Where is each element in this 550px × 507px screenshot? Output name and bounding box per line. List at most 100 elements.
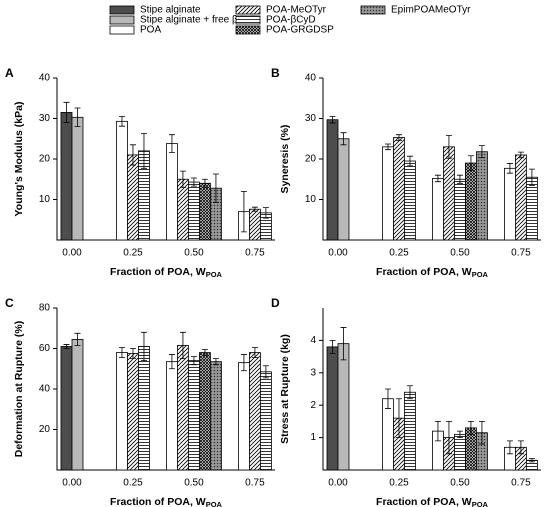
bar [337, 343, 350, 471]
legend-swatch [235, 25, 261, 35]
bar [465, 162, 477, 241]
bar [382, 146, 394, 241]
x-axis-label-main: Fraction of POA, W [376, 496, 472, 507]
legend-swatch [235, 5, 261, 15]
legend-label: EpimPOAMeOTyr [391, 5, 471, 16]
bar [166, 143, 178, 241]
bar [326, 346, 339, 471]
x-tick-label: 0.75 [245, 248, 265, 259]
error-bar [63, 101, 70, 123]
error-bar [467, 421, 474, 435]
bar [127, 154, 139, 241]
x-tick-label: 0.75 [511, 248, 531, 259]
x-axis-label-sub: POA [206, 500, 223, 507]
error-bar [262, 365, 269, 379]
bar [432, 178, 444, 241]
error-bar [340, 132, 347, 146]
y-tick-label: 10 [39, 194, 51, 205]
legend-label: Stipe alginate [140, 5, 201, 16]
bar [116, 352, 128, 471]
bar [188, 181, 200, 241]
y-tick-label: 60 [39, 343, 51, 354]
bar [166, 361, 178, 471]
x-axis-label-sub: POA [472, 270, 489, 279]
y-tick-label: 4 [310, 335, 316, 346]
bar [199, 182, 211, 241]
x-axis-label: Fraction of POA, WPOA [376, 266, 489, 279]
error-bar [118, 347, 125, 359]
legend-swatch [235, 15, 261, 25]
y-tick-label: 20 [39, 154, 51, 165]
error-bar [517, 151, 524, 159]
error-bar [478, 145, 485, 159]
error-bar [190, 356, 197, 366]
y-tick-label: 30 [39, 113, 51, 124]
error-bar [240, 354, 247, 372]
y-tick-label: 20 [305, 154, 317, 165]
error-bar [384, 388, 391, 409]
error-bar [63, 344, 70, 349]
bar [326, 119, 339, 241]
error-bar [251, 206, 258, 212]
bar [71, 338, 84, 471]
error-bar [528, 168, 535, 186]
error-bar [168, 134, 175, 153]
legend-label: POA-GRGDSP [266, 25, 334, 36]
bar [260, 371, 272, 471]
error-bar [212, 173, 219, 203]
bar [526, 176, 538, 241]
error-bar [434, 421, 441, 442]
legend-label: Stipe alginate + free βCyD [140, 15, 257, 26]
y-tick-label: 1 [310, 432, 316, 443]
error-bar [240, 191, 247, 233]
x-axis-label: Fraction of POA, WPOA [110, 496, 223, 507]
x-axis-label: Fraction of POA, WPOA [376, 496, 489, 507]
legend-label: POA [140, 25, 161, 36]
error-bar [329, 340, 336, 354]
legend-swatch [109, 25, 135, 35]
y-tick-label: 80 [39, 303, 51, 314]
error-bar [190, 177, 197, 187]
error-bar [406, 385, 413, 400]
bar [60, 346, 73, 471]
error-bar [528, 458, 535, 463]
axes [322, 308, 541, 471]
error-bar [456, 430, 463, 438]
error-bar [262, 207, 269, 219]
error-bar [140, 331, 147, 362]
x-tick-label: 0.00 [328, 478, 348, 489]
error-bar [74, 107, 81, 127]
error-bar [395, 134, 402, 141]
bar [177, 178, 189, 241]
bar [404, 391, 416, 471]
bar [138, 346, 150, 471]
y-axis-label: Deformation at Rupture (%) [13, 321, 25, 458]
error-bar [456, 174, 463, 184]
y-tick-label: 3 [310, 367, 316, 378]
error-bar [517, 440, 524, 455]
legend-label: POA-βCyD [266, 15, 316, 26]
bar [249, 208, 261, 241]
error-bar [179, 170, 186, 188]
error-bar [384, 143, 391, 151]
x-axis-label-main: Fraction of POA, W [110, 496, 206, 507]
x-tick-label: 0.00 [62, 248, 82, 259]
y-tick-label: 30 [305, 113, 317, 124]
error-bar [74, 332, 81, 346]
y-tick-label: 10 [305, 194, 317, 205]
x-tick-label: 0.50 [450, 248, 470, 259]
x-tick-label: 0.25 [389, 248, 409, 259]
error-bar [340, 327, 347, 361]
x-tick-label: 0.50 [184, 478, 204, 489]
x-axis-label-main: Fraction of POA, W [376, 266, 472, 278]
y-axis-label: Stress at Rupture (kg) [279, 334, 291, 444]
error-bar [168, 354, 175, 370]
bar [454, 433, 466, 471]
y-axis-label: Syneresis (%) [279, 125, 291, 194]
bar [249, 352, 261, 471]
y-tick-label: 40 [39, 384, 51, 395]
panel-letter: A [5, 66, 14, 80]
x-axis-label: Fraction of POA, WPOA [110, 266, 223, 279]
error-bar [406, 155, 413, 167]
